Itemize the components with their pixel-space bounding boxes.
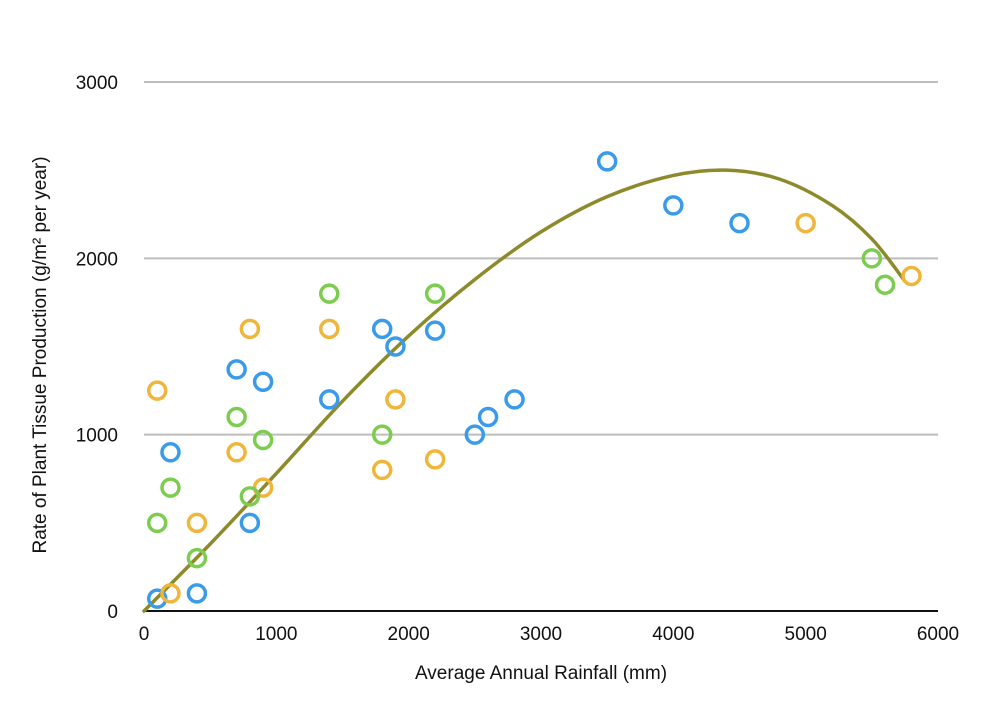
data-point-series-2 <box>371 459 393 481</box>
data-point-series-2 <box>160 583 181 604</box>
data-point-series-3 <box>160 477 181 498</box>
data-point-series-1 <box>319 389 340 410</box>
y-tick-label: 3000 <box>76 73 118 94</box>
trendline-layer <box>142 168 907 613</box>
data-point-series-1 <box>371 318 393 340</box>
data-point-series-2 <box>239 318 261 340</box>
data-point-series-3 <box>239 486 261 507</box>
x-tick-label: 4000 <box>652 624 694 645</box>
data-point-series-1 <box>477 406 499 428</box>
data-point-series-2 <box>901 265 922 287</box>
x-tick-label: 3000 <box>520 624 562 645</box>
data-point-series-2 <box>424 449 446 470</box>
data-point-series-1 <box>252 371 274 393</box>
data-point-series-1 <box>596 151 618 172</box>
x-tick-label: 5000 <box>785 624 827 645</box>
y-tick-label: 0 <box>107 602 118 623</box>
trendline <box>142 168 907 613</box>
data-point-series-1 <box>186 583 208 604</box>
x-axis-label: Average Annual Rainfall (mm) <box>415 663 667 684</box>
data-point-series-3 <box>861 248 883 269</box>
data-point-series-1 <box>424 320 446 341</box>
data-point-series-2 <box>319 318 340 340</box>
data-point-series-2 <box>795 212 816 234</box>
x-tick-label: 6000 <box>917 624 959 645</box>
data-point-series-1 <box>160 442 181 463</box>
data-point-series-3 <box>226 406 247 428</box>
data-point-series-3 <box>371 424 393 445</box>
data-point-series-3 <box>186 547 208 569</box>
data-point-series-3 <box>252 429 274 451</box>
data-point-series-3 <box>319 283 340 304</box>
tick-labels: 0 1000 2000 3000 0 1000 2000 3000 4000 5000 6000 <box>76 73 959 645</box>
data-point-series-3 <box>874 274 896 296</box>
data-point-series-1 <box>504 389 525 410</box>
data-point-series-1 <box>663 195 684 216</box>
data-point-series-2 <box>226 442 247 463</box>
gridlines <box>144 81 938 436</box>
data-point-series-3 <box>424 283 446 304</box>
x-tick-label: 2000 <box>388 624 430 645</box>
data-point-series-2 <box>146 380 168 401</box>
x-tick-label: 1000 <box>255 624 297 645</box>
y-axis-label: Rate of Plant Tissue Production (g/m² pe… <box>30 156 51 553</box>
data-point-series-3 <box>146 512 168 534</box>
data-points <box>146 151 922 609</box>
x-tick-label: 0 <box>139 624 150 645</box>
data-point-series-1 <box>226 359 247 380</box>
data-point-series-2 <box>186 512 208 534</box>
data-point-series-2 <box>385 389 406 410</box>
data-point-series-1 <box>729 212 750 234</box>
data-point-series-1 <box>464 424 486 445</box>
data-point-series-1 <box>239 512 261 534</box>
data-point-series-1 <box>385 336 406 357</box>
y-tick-label: 2000 <box>76 249 118 270</box>
y-tick-label: 1000 <box>76 426 118 447</box>
